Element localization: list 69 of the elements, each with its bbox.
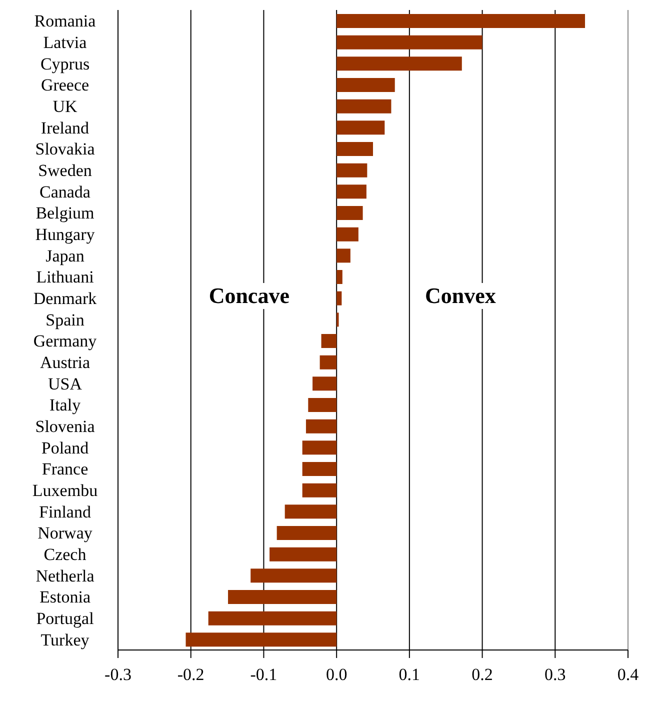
bar xyxy=(336,78,395,92)
bar xyxy=(336,163,368,178)
bar xyxy=(336,291,342,306)
bar xyxy=(306,419,337,434)
y-tick-label: UK xyxy=(52,97,78,116)
y-tick-label: Netherla xyxy=(36,566,95,586)
bar xyxy=(312,376,337,391)
bar xyxy=(208,611,337,626)
y-tick-label: Ireland xyxy=(40,118,90,138)
y-tick-label: Canada xyxy=(40,182,91,202)
y-tick-label: Estonia xyxy=(40,588,91,607)
y-tick-label: Turkey xyxy=(40,630,90,650)
y-tick-label: Denmark xyxy=(33,289,98,308)
bar xyxy=(186,632,337,647)
y-tick-label: Belgium xyxy=(36,204,94,223)
y-tick-label: Romania xyxy=(34,12,96,31)
bar xyxy=(336,142,373,156)
y-tick-label: Spain xyxy=(46,310,85,330)
y-tick-label: Portugal xyxy=(36,609,94,628)
bar xyxy=(302,483,337,498)
bar xyxy=(250,568,337,583)
x-tick-label: 0.0 xyxy=(326,665,348,684)
y-tick-label: Slovenia xyxy=(35,417,96,436)
y-tick-label: Slovakia xyxy=(35,140,96,159)
bar xyxy=(228,590,337,604)
x-tick-label: 0.2 xyxy=(472,665,493,684)
x-tick-label: 0.1 xyxy=(398,665,420,684)
bar xyxy=(302,462,337,476)
bar xyxy=(336,270,342,284)
annotation: Concave xyxy=(206,283,292,309)
bar xyxy=(336,184,366,199)
y-tick-label: Germany xyxy=(33,332,98,351)
y-tick-label: Finland xyxy=(39,502,92,522)
y-tick-label: Poland xyxy=(41,438,90,458)
bar xyxy=(336,206,363,220)
bar xyxy=(320,355,337,370)
bar xyxy=(302,440,337,455)
y-tick-label: Sweden xyxy=(38,161,92,180)
x-tick-label: 0.4 xyxy=(617,665,640,684)
bar xyxy=(336,35,482,50)
bar xyxy=(270,547,337,562)
y-tick-label: Japan xyxy=(46,246,85,266)
y-tick-label: Latvia xyxy=(43,33,88,52)
y-tick-label: Hungary xyxy=(35,225,96,244)
y-tick-label: Italy xyxy=(49,396,82,415)
x-tick-label: -0.1 xyxy=(250,665,278,684)
bar xyxy=(336,120,385,135)
bar xyxy=(336,227,358,242)
x-tick-label: -0.3 xyxy=(104,665,132,684)
bar xyxy=(336,248,350,263)
x-tick-label: 0.3 xyxy=(544,665,566,684)
y-tick-label: Czech xyxy=(44,545,87,564)
y-tick-label: Norway xyxy=(38,524,93,543)
y-tick-label: Lithuani xyxy=(36,268,94,287)
y-tick-label: France xyxy=(42,460,88,479)
y-tick-label: USA xyxy=(48,374,83,394)
y-tick-label: Greece xyxy=(40,76,90,95)
bar xyxy=(336,14,586,28)
y-tick-label: Cyprus xyxy=(40,54,90,74)
bar xyxy=(321,334,337,348)
annotation: Convex xyxy=(422,283,499,309)
bar xyxy=(336,56,462,71)
bar xyxy=(336,99,392,114)
bar xyxy=(284,504,337,519)
bar xyxy=(276,526,337,540)
bar xyxy=(308,398,337,412)
y-tick-label: Austria xyxy=(40,353,90,372)
x-tick-label: -0.2 xyxy=(177,665,204,684)
y-tick-label: Luxembu xyxy=(32,481,98,500)
